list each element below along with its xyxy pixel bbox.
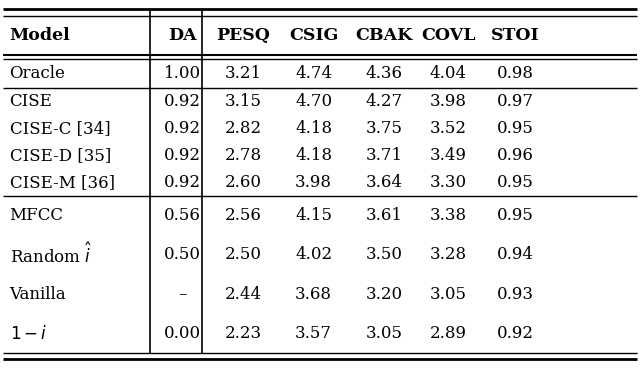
Text: 2.56: 2.56 [225, 207, 262, 224]
Text: Vanilla: Vanilla [10, 286, 66, 303]
Text: $1 - i$: $1 - i$ [10, 325, 47, 343]
Text: COVL: COVL [420, 27, 476, 44]
Text: 3.05: 3.05 [365, 325, 403, 342]
Text: 3.21: 3.21 [225, 65, 262, 82]
Text: 2.50: 2.50 [225, 246, 262, 263]
Text: 4.18: 4.18 [295, 120, 332, 137]
Text: –: – [178, 286, 187, 303]
Text: 0.95: 0.95 [497, 120, 534, 137]
Text: 2.44: 2.44 [225, 286, 262, 303]
Text: 2.23: 2.23 [225, 325, 262, 342]
Text: 4.02: 4.02 [295, 246, 332, 263]
Text: 4.74: 4.74 [295, 65, 332, 82]
Text: 3.98: 3.98 [295, 174, 332, 191]
Text: 0.95: 0.95 [497, 207, 534, 224]
Text: 0.93: 0.93 [497, 286, 534, 303]
Text: 0.50: 0.50 [164, 246, 201, 263]
Text: CISE-M [36]: CISE-M [36] [10, 174, 115, 191]
Text: 3.61: 3.61 [365, 207, 403, 224]
Text: 3.57: 3.57 [295, 325, 332, 342]
Text: 2.82: 2.82 [225, 120, 262, 137]
Text: 0.92: 0.92 [164, 174, 201, 191]
Text: 3.20: 3.20 [365, 286, 403, 303]
Text: Model: Model [10, 27, 70, 44]
Text: 2.78: 2.78 [225, 147, 262, 164]
Text: 3.71: 3.71 [365, 147, 403, 164]
Text: 0.98: 0.98 [497, 65, 534, 82]
Text: 3.75: 3.75 [365, 120, 403, 137]
Text: 0.92: 0.92 [497, 325, 534, 342]
Text: 3.98: 3.98 [429, 93, 467, 110]
Text: 0.92: 0.92 [164, 93, 201, 110]
Text: 0.00: 0.00 [164, 325, 201, 342]
Text: 0.96: 0.96 [497, 147, 534, 164]
Text: 4.70: 4.70 [295, 93, 332, 110]
Text: 0.97: 0.97 [497, 93, 534, 110]
Text: 3.38: 3.38 [429, 207, 467, 224]
Text: 3.28: 3.28 [429, 246, 467, 263]
Text: PESQ: PESQ [216, 27, 270, 44]
Text: 3.68: 3.68 [295, 286, 332, 303]
Text: 2.60: 2.60 [225, 174, 262, 191]
Text: STOI: STOI [491, 27, 540, 44]
Text: 0.94: 0.94 [497, 246, 534, 263]
Text: Oracle: Oracle [10, 65, 65, 82]
Text: 4.18: 4.18 [295, 147, 332, 164]
Text: DA: DA [168, 27, 196, 44]
Text: 4.36: 4.36 [365, 65, 403, 82]
Text: 3.30: 3.30 [429, 174, 467, 191]
Text: 3.15: 3.15 [225, 93, 262, 110]
Text: CISE: CISE [10, 93, 52, 110]
Text: 0.56: 0.56 [164, 207, 201, 224]
Text: 3.64: 3.64 [365, 174, 403, 191]
Text: 3.52: 3.52 [429, 120, 467, 137]
Text: 0.92: 0.92 [164, 120, 201, 137]
Text: MFCC: MFCC [10, 207, 63, 224]
Text: Random $\hat{\it{i}}$: Random $\hat{\it{i}}$ [10, 243, 92, 267]
Text: 0.95: 0.95 [497, 174, 534, 191]
Text: 1.00: 1.00 [164, 65, 201, 82]
Text: CISE-C [34]: CISE-C [34] [10, 120, 110, 137]
Text: 4.15: 4.15 [295, 207, 332, 224]
Text: 4.04: 4.04 [429, 65, 467, 82]
Text: CISE-D [35]: CISE-D [35] [10, 147, 111, 164]
Text: CBAK: CBAK [355, 27, 413, 44]
Text: 3.05: 3.05 [429, 286, 467, 303]
Text: 4.27: 4.27 [365, 93, 403, 110]
Text: 2.89: 2.89 [429, 325, 467, 342]
Text: 0.92: 0.92 [164, 147, 201, 164]
Text: 3.50: 3.50 [365, 246, 403, 263]
Text: 3.49: 3.49 [429, 147, 467, 164]
Text: CSIG: CSIG [289, 27, 339, 44]
